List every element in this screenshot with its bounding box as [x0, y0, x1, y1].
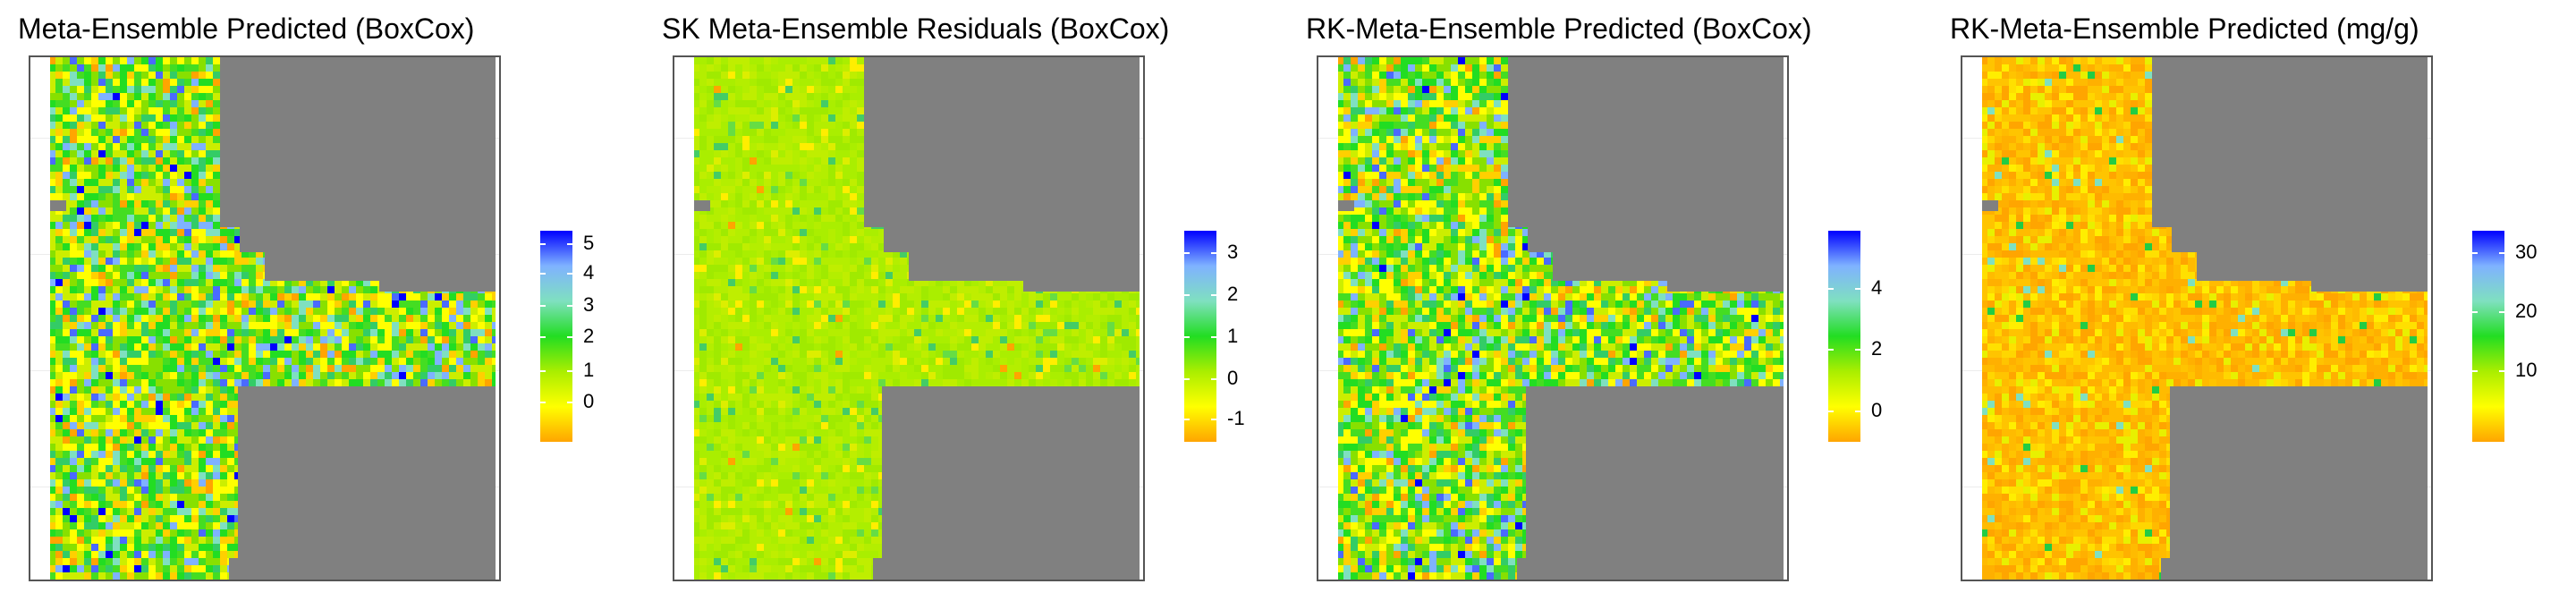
legend-tick-label: -1	[1227, 407, 1245, 429]
raster-map	[694, 57, 1140, 580]
legend-tick-label: 20	[2515, 300, 2538, 322]
panel-title: RK-Meta-Ensemble Predicted (BoxCox)	[1306, 13, 1812, 45]
legend-tick-label: 4	[583, 261, 595, 284]
panel-title: SK Meta-Ensemble Residuals (BoxCox)	[662, 13, 1170, 45]
map-frame	[673, 55, 1145, 581]
legend-tick-label: 2	[1227, 283, 1239, 305]
legend-tick-label: 3	[583, 293, 595, 316]
legend-tick-label: 10	[2515, 359, 2538, 381]
raster-map	[1338, 57, 1784, 580]
legend-tick-label: 0	[583, 390, 595, 412]
raster-map	[50, 57, 496, 580]
legend-tick-label: 30	[2515, 241, 2538, 263]
legend-tick-label: 1	[583, 359, 595, 381]
map-frame	[1961, 55, 2433, 581]
panel-meta-ensemble-predicted: Meta-Ensemble Predicted (BoxCox) 5 4 3 2…	[0, 0, 644, 601]
raster-map	[1982, 57, 2428, 580]
legend-tick-label: 1	[1227, 325, 1239, 347]
panel-rk-predicted-boxcox: RK-Meta-Ensemble Predicted (BoxCox) 4 2 …	[1288, 0, 1932, 601]
panel-title: Meta-Ensemble Predicted (BoxCox)	[18, 13, 475, 45]
legend-tick-label: 2	[583, 325, 595, 347]
panel-rk-predicted-mgg: RK-Meta-Ensemble Predicted (mg/g) 30 20 …	[1932, 0, 2576, 601]
panel-title: RK-Meta-Ensemble Predicted (mg/g)	[1950, 13, 2419, 45]
legend-tick-label: 5	[583, 232, 595, 254]
map-frame	[29, 55, 501, 581]
legend-tick-label: 0	[1227, 367, 1239, 389]
legend-tick-label: 4	[1871, 276, 1883, 299]
map-frame	[1317, 55, 1789, 581]
colorbar	[1828, 231, 1860, 442]
legend-tick-label: 3	[1227, 241, 1239, 263]
legend-tick-label: 2	[1871, 337, 1883, 360]
panel-sk-residuals: SK Meta-Ensemble Residuals (BoxCox) 3 2 …	[644, 0, 1288, 601]
legend-tick-label: 0	[1871, 399, 1883, 421]
colorbar	[2472, 231, 2504, 442]
